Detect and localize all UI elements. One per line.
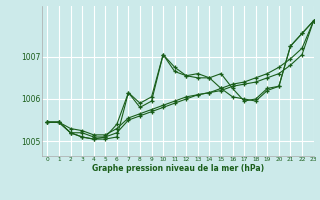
- X-axis label: Graphe pression niveau de la mer (hPa): Graphe pression niveau de la mer (hPa): [92, 164, 264, 173]
